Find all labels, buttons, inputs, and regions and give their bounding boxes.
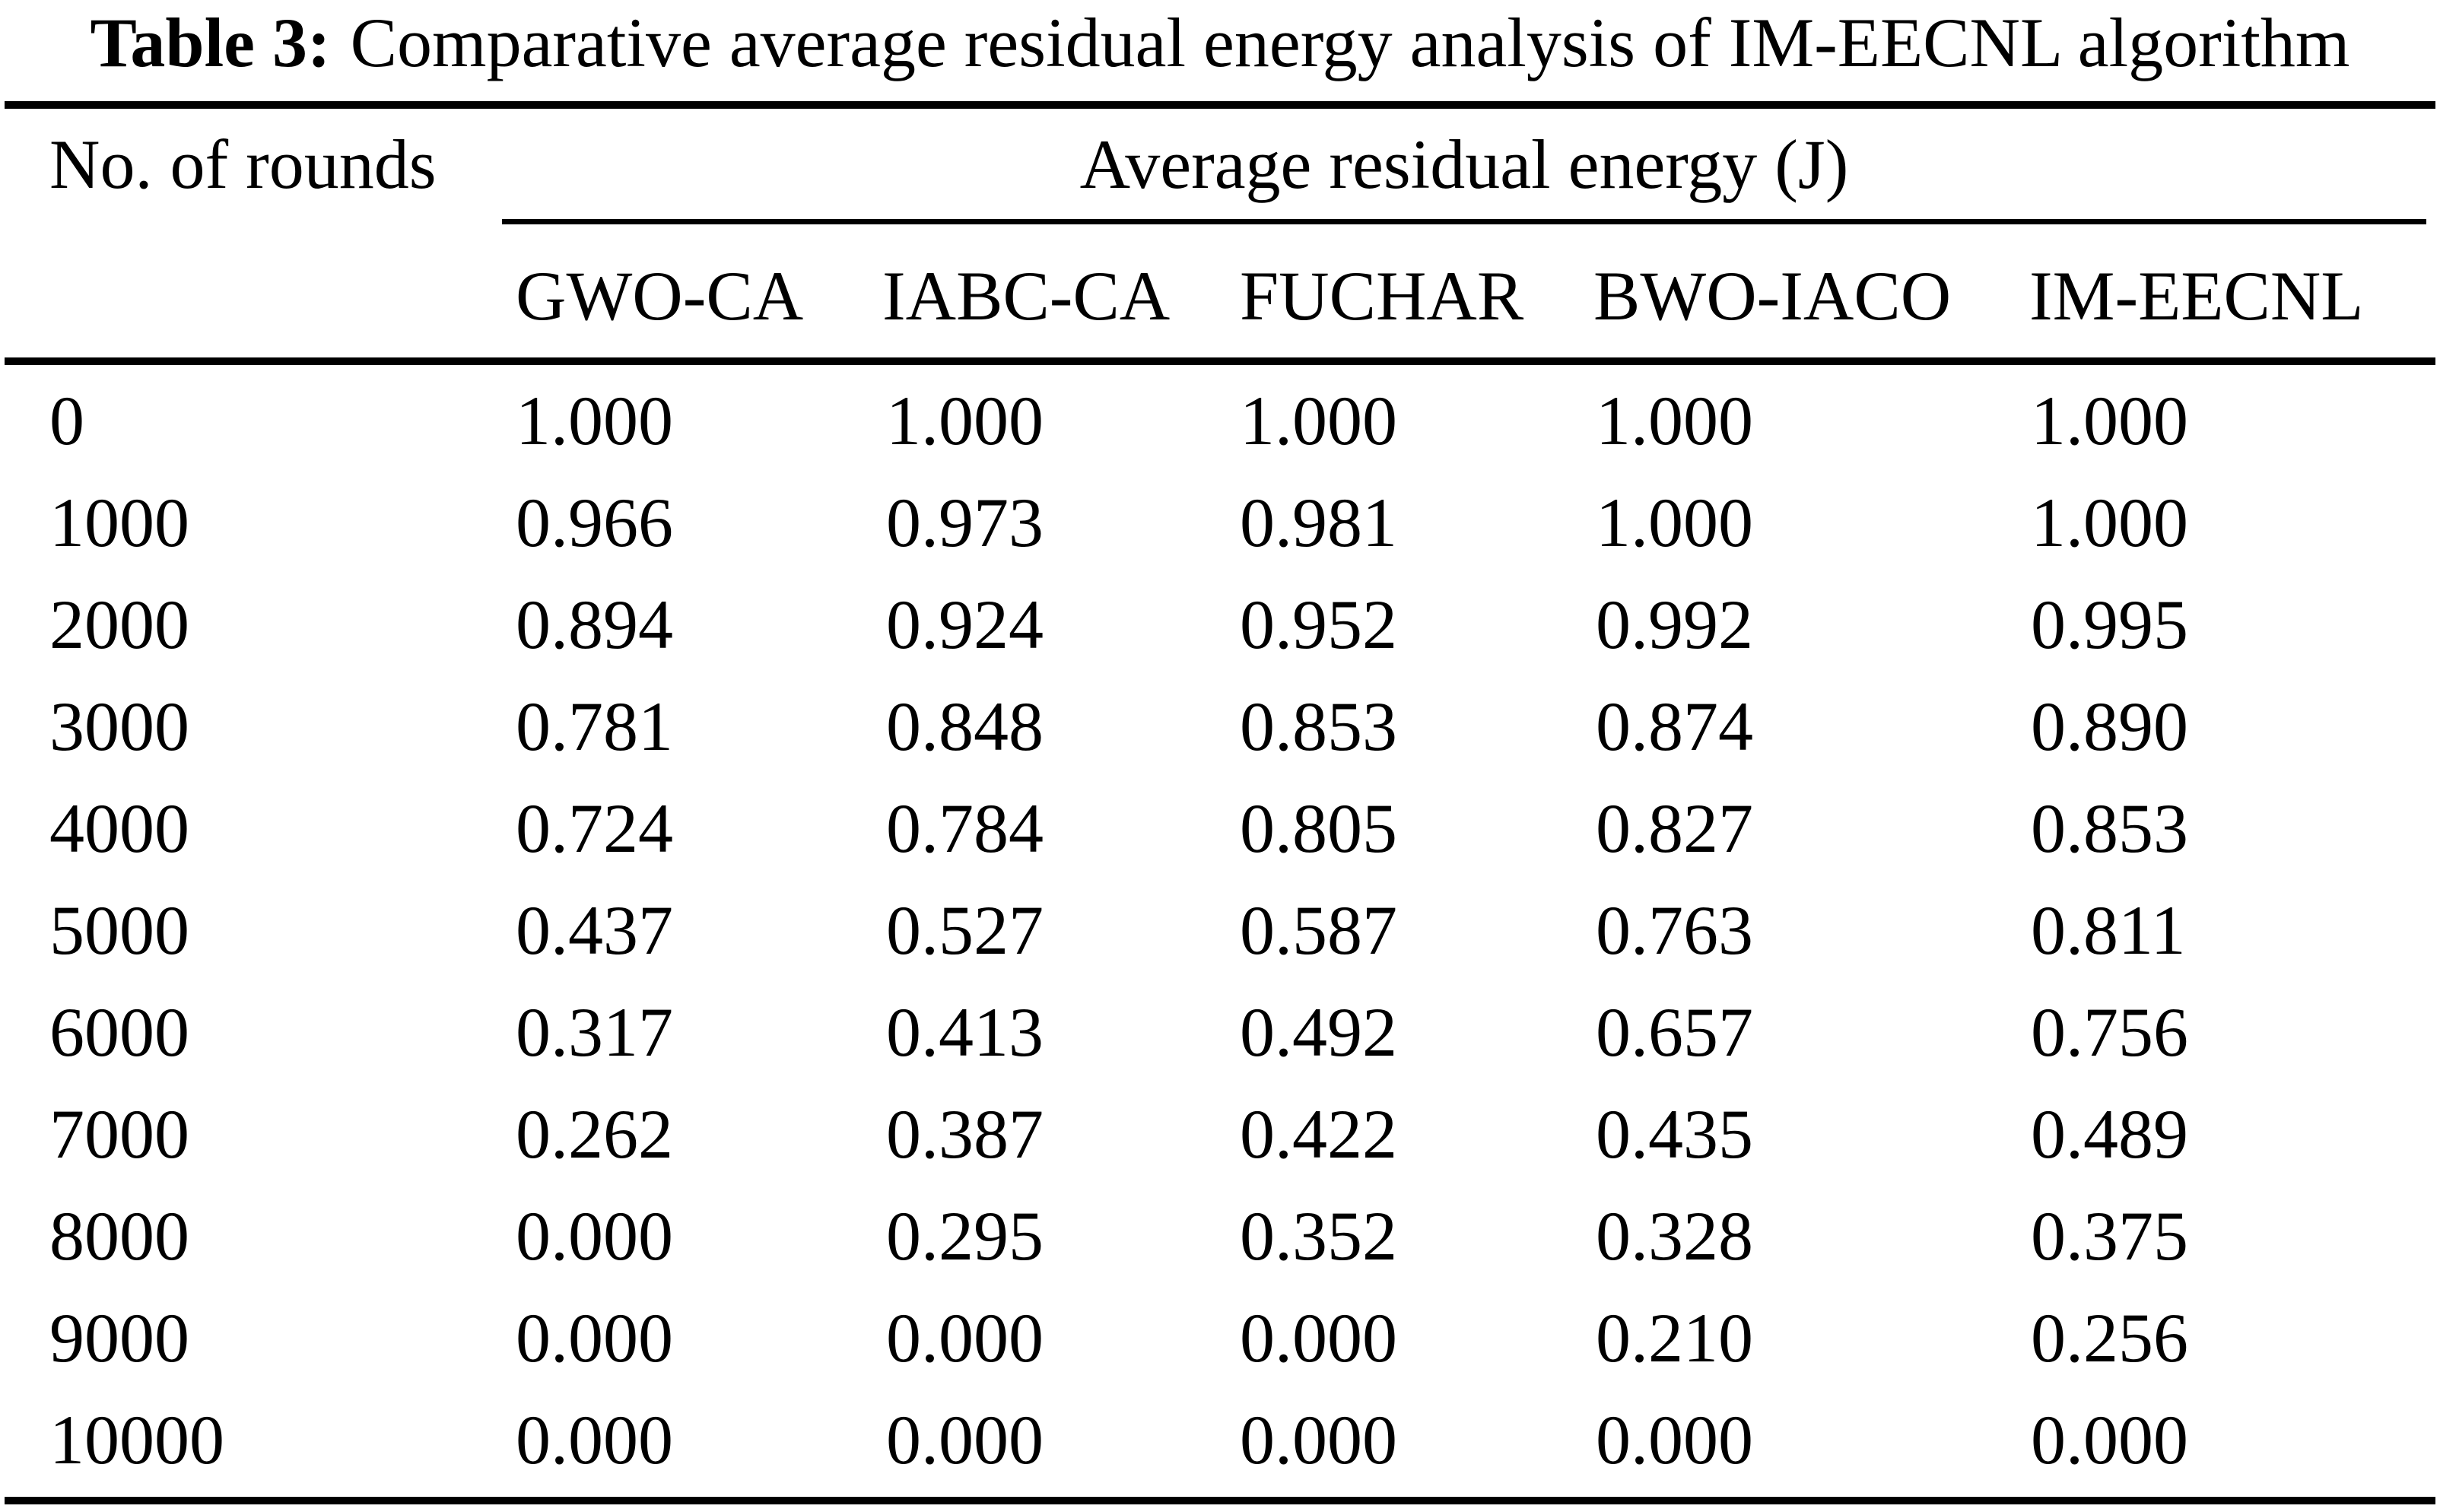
- row-header: No. of rounds: [49, 125, 437, 203]
- value-cell: 0.784: [886, 789, 1044, 867]
- column-header-fuchar: FUCHAR: [1240, 257, 1524, 335]
- value-cell: 0.000: [516, 1299, 673, 1377]
- group-header-rule: [502, 219, 2426, 224]
- value-cell: 0.973: [886, 484, 1044, 561]
- value-cell: 0.853: [1240, 688, 1397, 765]
- rounds-cell: 9000: [49, 1299, 189, 1377]
- value-cell: 0.262: [516, 1095, 673, 1173]
- table-row: 7000 0.262 0.387 0.422 0.435 0.489: [0, 1083, 2440, 1185]
- value-cell: 0.375: [2031, 1197, 2188, 1275]
- caption-label: Table 3:: [90, 4, 331, 81]
- data-table: 0 1.000 1.000 1.000 1.000 1.000 1000 0.966 0.973…: [0, 370, 2440, 1491]
- table-row: 1000 0.966 0.973 0.981 1.000 1.000: [0, 472, 2440, 573]
- value-cell: 0.328: [1596, 1197, 1753, 1275]
- value-cell: 0.781: [516, 688, 673, 765]
- value-cell: 0.489: [2031, 1095, 2188, 1173]
- column-header-gwo-ca: GWO-CA: [516, 257, 804, 335]
- value-cell: 0.827: [1596, 789, 1753, 867]
- rounds-cell: 3000: [49, 688, 189, 765]
- table-caption: Table 3: Comparative average residual ene…: [0, 4, 2440, 81]
- value-cell: 0.437: [516, 891, 673, 969]
- rounds-cell: 0: [49, 382, 84, 459]
- table-body: 0 1.000 1.000 1.000 1.000 1.000 1000 0.966 0.973…: [0, 370, 2440, 1491]
- value-cell: 0.894: [516, 586, 673, 663]
- value-cell: 0.000: [516, 1197, 673, 1275]
- value-cell: 0.295: [886, 1197, 1044, 1275]
- value-cell: 0.352: [1240, 1197, 1397, 1275]
- group-header: Average residual energy (J): [1079, 125, 1849, 203]
- column-header-bwo-iaco: BWO-IACO: [1593, 257, 1952, 335]
- rounds-cell: 1000: [49, 484, 189, 561]
- value-cell: 0.981: [1240, 484, 1397, 561]
- table-row: 2000 0.894 0.924 0.952 0.992 0.995: [0, 573, 2440, 675]
- table-row: 8000 0.000 0.295 0.352 0.328 0.375: [0, 1185, 2440, 1287]
- column-header-im-eecnl: IM-EECNL: [2029, 257, 2364, 335]
- table-row: 4000 0.724 0.784 0.805 0.827 0.853: [0, 777, 2440, 879]
- value-cell: 0.848: [886, 688, 1044, 765]
- value-cell: 0.413: [886, 993, 1044, 1071]
- value-cell: 0.992: [1596, 586, 1753, 663]
- rounds-cell: 2000: [49, 586, 189, 663]
- rounds-cell: 7000: [49, 1095, 189, 1173]
- value-cell: 0.000: [1240, 1401, 1397, 1479]
- value-cell: 0.657: [1596, 993, 1753, 1071]
- table-row: 5000 0.437 0.527 0.587 0.763 0.811: [0, 879, 2440, 981]
- value-cell: 0.000: [516, 1401, 673, 1479]
- value-cell: 0.492: [1240, 993, 1397, 1071]
- value-cell: 0.000: [886, 1299, 1044, 1377]
- value-cell: 0.995: [2031, 586, 2188, 663]
- bottom-rule: [5, 1497, 2435, 1504]
- value-cell: 0.527: [886, 891, 1044, 969]
- table-row: 9000 0.000 0.000 0.000 0.210 0.256: [0, 1287, 2440, 1389]
- value-cell: 0.000: [886, 1401, 1044, 1479]
- value-cell: 0.924: [886, 586, 1044, 663]
- value-cell: 1.000: [1596, 382, 1753, 459]
- value-cell: 0.000: [1596, 1401, 1753, 1479]
- value-cell: 0.756: [2031, 993, 2188, 1071]
- value-cell: 0.422: [1240, 1095, 1397, 1173]
- top-rule: [5, 101, 2435, 109]
- value-cell: 0.966: [516, 484, 673, 561]
- column-header-iabc-ca: IABC-CA: [882, 257, 1171, 335]
- value-cell: 0.811: [2031, 891, 2186, 969]
- rounds-cell: 8000: [49, 1197, 189, 1275]
- caption-text: Comparative average residual energy anal…: [350, 4, 2350, 81]
- table-row: 0 1.000 1.000 1.000 1.000 1.000: [0, 370, 2440, 472]
- value-cell: 0.587: [1240, 891, 1397, 969]
- rounds-cell: 4000: [49, 789, 189, 867]
- value-cell: 1.000: [886, 382, 1044, 459]
- table-row: 6000 0.317 0.413 0.492 0.657 0.756: [0, 981, 2440, 1083]
- value-cell: 0.210: [1596, 1299, 1753, 1377]
- value-cell: 0.435: [1596, 1095, 1753, 1173]
- value-cell: 1.000: [1596, 484, 1753, 561]
- table-row: 3000 0.781 0.848 0.853 0.874 0.890: [0, 675, 2440, 777]
- value-cell: 0.000: [2031, 1401, 2188, 1479]
- value-cell: 1.000: [2031, 484, 2188, 561]
- value-cell: 1.000: [516, 382, 673, 459]
- value-cell: 0.724: [516, 789, 673, 867]
- value-cell: 0.805: [1240, 789, 1397, 867]
- value-cell: 0.763: [1596, 891, 1753, 969]
- value-cell: 0.853: [2031, 789, 2188, 867]
- rounds-cell: 6000: [49, 993, 189, 1071]
- value-cell: 1.000: [1240, 382, 1397, 459]
- table-row: 10000 0.000 0.000 0.000 0.000 0.000: [0, 1389, 2440, 1491]
- value-cell: 0.890: [2031, 688, 2188, 765]
- value-cell: 0.317: [516, 993, 673, 1071]
- rounds-cell: 10000: [49, 1401, 224, 1479]
- value-cell: 0.952: [1240, 586, 1397, 663]
- value-cell: 0.387: [886, 1095, 1044, 1173]
- value-cell: 1.000: [2031, 382, 2188, 459]
- header-body-rule: [5, 357, 2435, 365]
- value-cell: 0.874: [1596, 688, 1753, 765]
- rounds-cell: 5000: [49, 891, 189, 969]
- value-cell: 0.000: [1240, 1299, 1397, 1377]
- value-cell: 0.256: [2031, 1299, 2188, 1377]
